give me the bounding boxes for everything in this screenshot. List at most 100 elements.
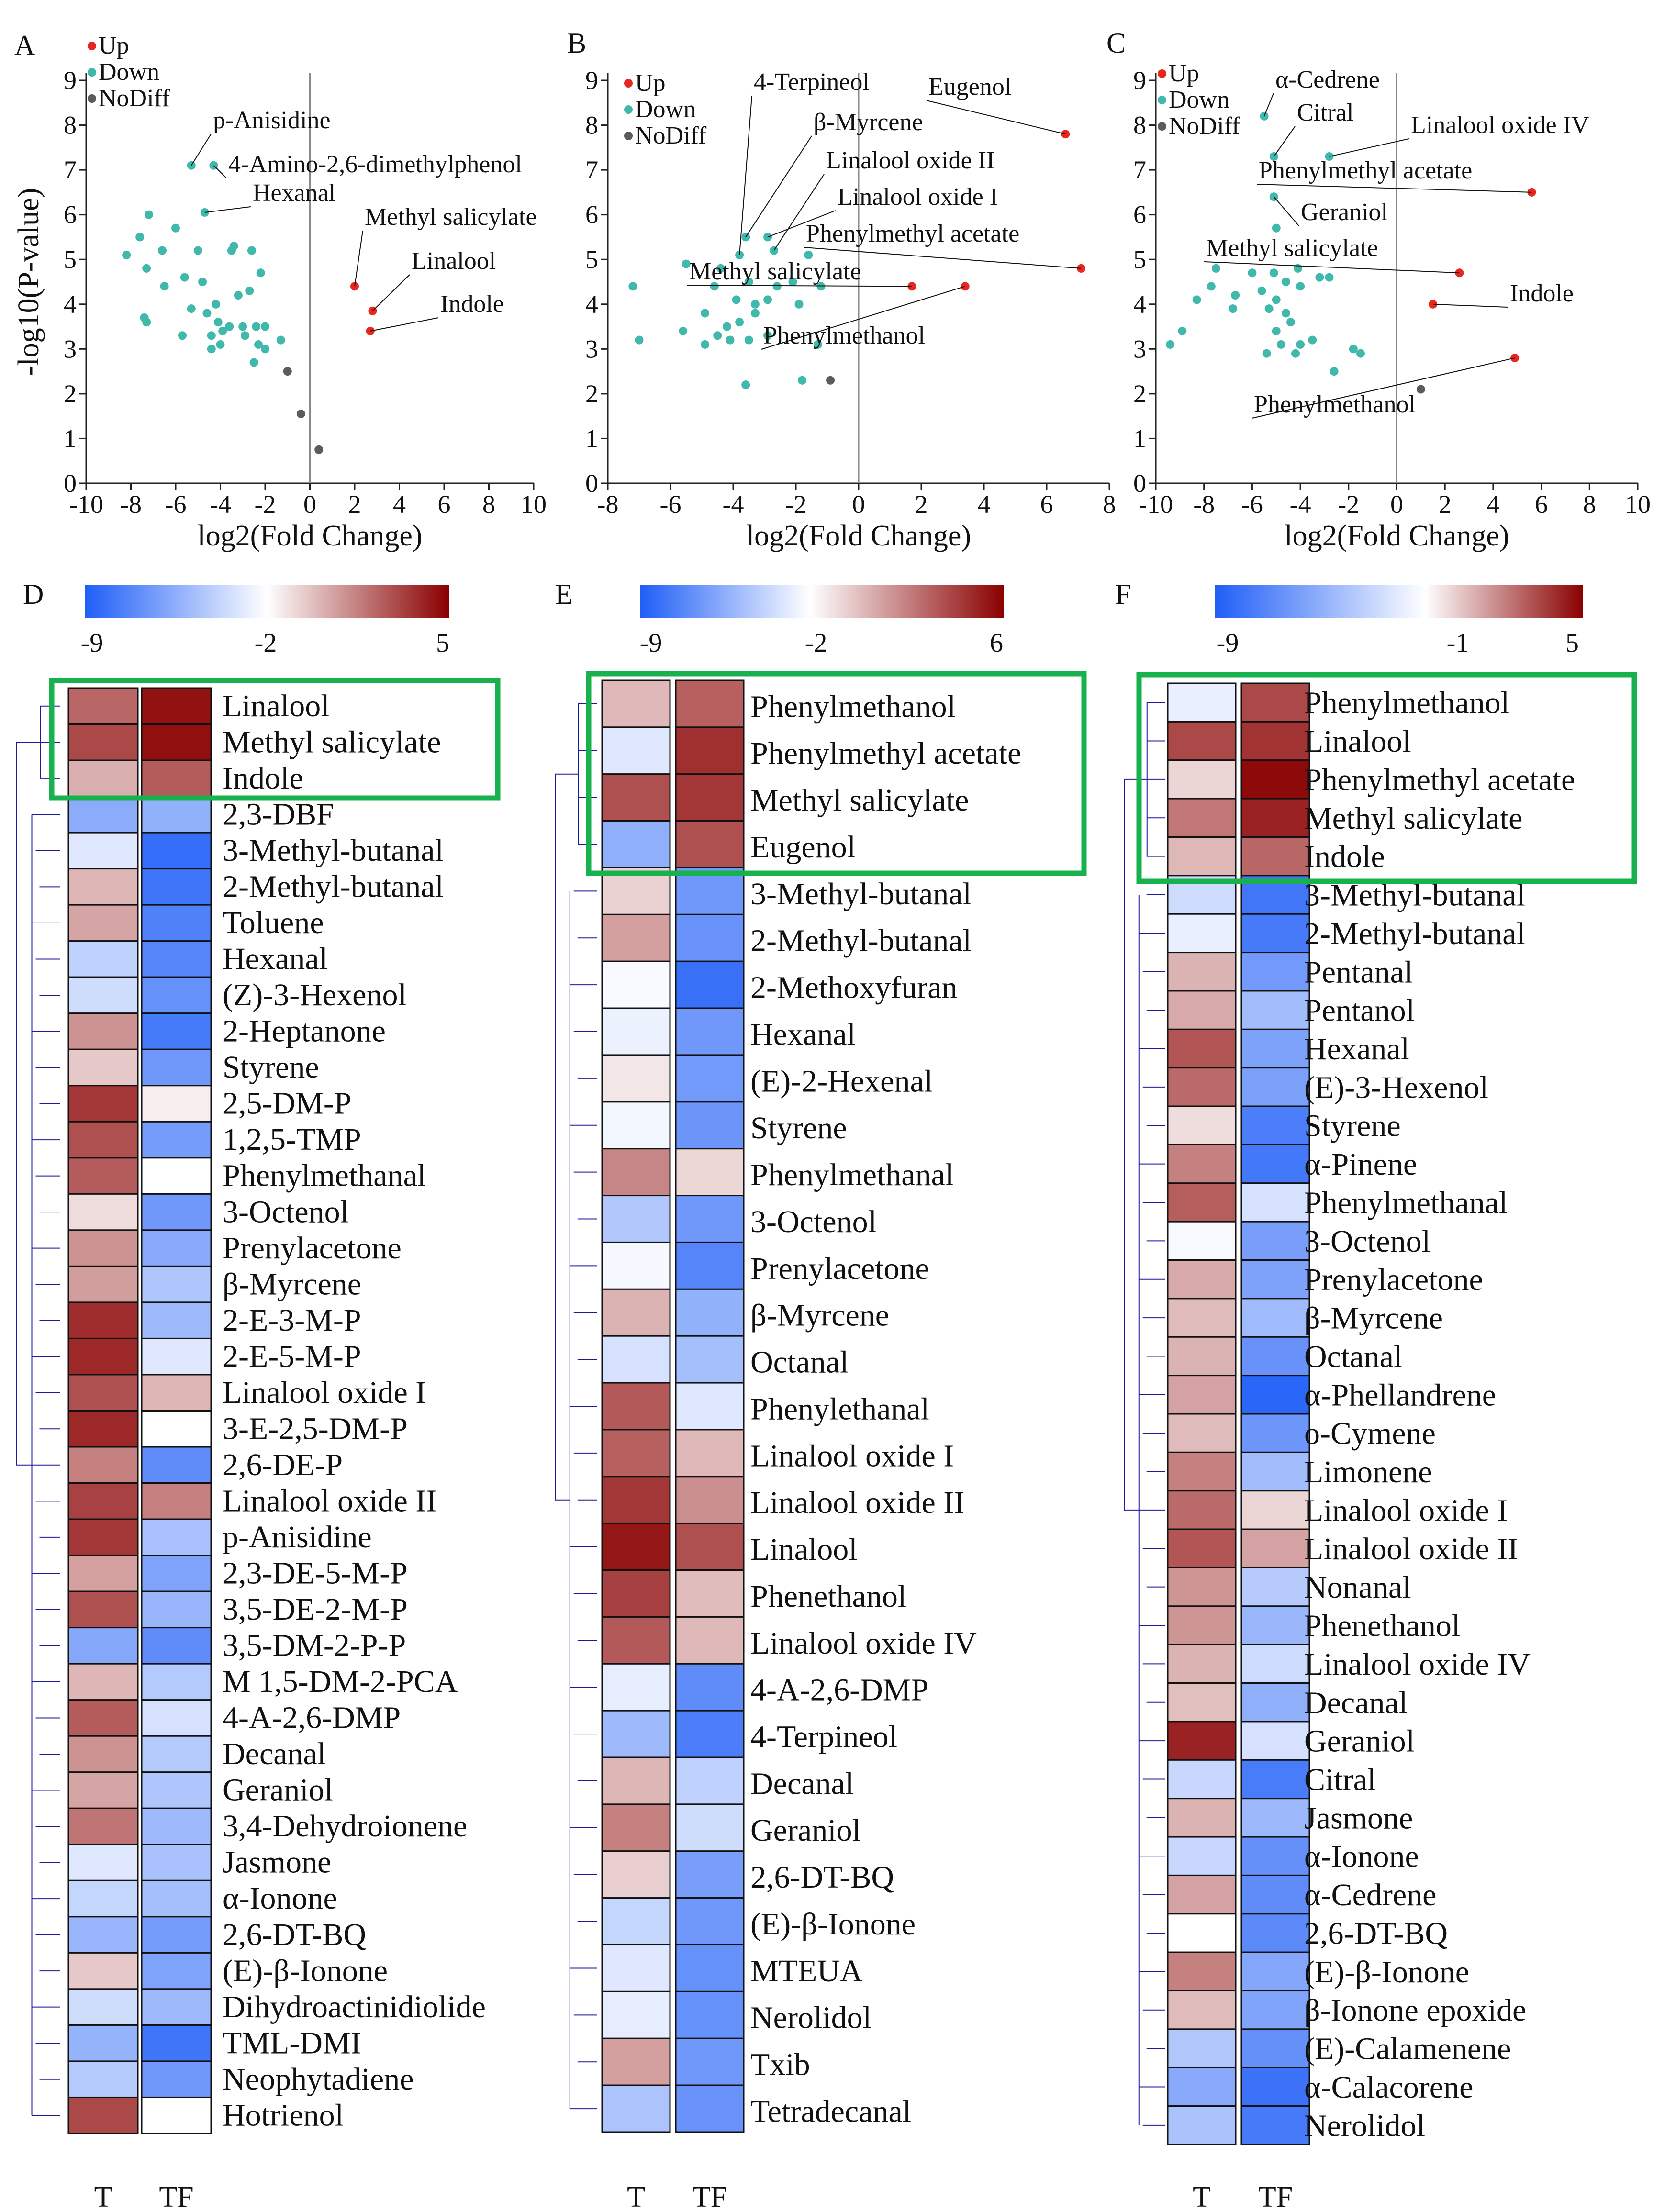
row-label: (E)-3-Hexenol: [1304, 1070, 1488, 1105]
panel-letter: E: [555, 578, 573, 610]
row-label: 3-E-2,5-DM-P: [223, 1411, 408, 1446]
row-label: MTEUA: [750, 1954, 863, 1989]
legend-label: Up: [99, 32, 129, 59]
colorbar-tick-label: -1: [1447, 628, 1469, 658]
legend-marker: [88, 42, 96, 50]
heat-cell-T: [67, 1952, 139, 1990]
heat-cell-TF: [675, 1101, 745, 1150]
heat-cell-TF: [1240, 1836, 1310, 1876]
heat-cell-T: [601, 1569, 671, 1618]
heat-cell-TF: [675, 2084, 745, 2133]
row-label: β-Ionone epoxide: [1304, 1993, 1526, 2028]
heat-cell-T: [67, 1265, 139, 1303]
heat-cell-T: [67, 976, 139, 1014]
x-tick-label: 10: [521, 490, 547, 519]
label-leader: [1263, 93, 1274, 117]
point-down: [247, 246, 256, 255]
y-tick-label: 5: [585, 245, 598, 274]
x-tick-label: -6: [660, 490, 682, 519]
column-label: TF: [159, 2181, 193, 2212]
y-tick-label: 4: [64, 290, 77, 319]
x-tick-label: -2: [255, 490, 276, 519]
heat-cell-TF: [675, 1335, 745, 1384]
heat-cell-TF: [675, 1007, 745, 1056]
heat-cell-T: [1167, 759, 1237, 800]
point-label: p-Anisidine: [213, 107, 331, 134]
heat-cell-T: [67, 1085, 139, 1123]
row-label: Methyl salicylate: [223, 724, 441, 759]
heat-cell-T: [67, 1627, 139, 1665]
heat-cell-TF: [141, 1482, 212, 1520]
x-tick-label: 6: [1535, 490, 1548, 519]
row-label: (Z)-3-Hexenol: [223, 978, 407, 1012]
heat-cell-T: [67, 1699, 139, 1737]
row-label: Linalool oxide I: [750, 1438, 954, 1473]
y-tick-label: 6: [64, 200, 77, 229]
legend-label: Down: [99, 58, 159, 86]
heat-cell-T: [1167, 1375, 1237, 1415]
heat-cell-T: [67, 1410, 139, 1448]
point-label: 4-Amino-2,6-dimethylphenol: [228, 151, 522, 178]
label-leader: [190, 133, 212, 166]
point-label: α-Cedrene: [1275, 66, 1380, 93]
label-leader: [1256, 184, 1532, 193]
heat-cell-TF: [1240, 1028, 1310, 1069]
label-leader: [739, 95, 752, 255]
point-down: [252, 322, 261, 331]
row-label: TML-DMI: [223, 2025, 361, 2060]
heat-cell-T: [601, 1195, 671, 1243]
point-down: [225, 322, 234, 331]
row-label: Linalool: [1304, 724, 1411, 759]
point-down: [1286, 318, 1295, 327]
heat-cell-T: [601, 1054, 671, 1103]
x-tick-label: -6: [165, 490, 187, 519]
heat-cell-T: [67, 687, 139, 725]
heat-cell-T: [1167, 1105, 1237, 1145]
label-leader: [926, 100, 1066, 135]
row-label: Phenylmethanol: [750, 689, 956, 724]
heat-cell-T: [601, 1148, 671, 1197]
row-label: Prenylacetone: [223, 1231, 402, 1266]
point-down: [804, 250, 813, 259]
x-tick-label: -4: [210, 490, 231, 519]
heat-cell-T: [1167, 1144, 1237, 1184]
heat-cell-TF: [675, 1803, 745, 1852]
heat-cell-T: [1167, 1682, 1237, 1723]
point-label: Linalool oxide II: [826, 147, 994, 174]
x-tick-label: 0: [852, 490, 865, 519]
heat-cell-T: [67, 759, 139, 798]
column-label: TF: [1258, 2181, 1293, 2212]
label-leader: [761, 286, 965, 350]
colorbar-tick-label: -9: [81, 628, 103, 658]
point-label: Methyl salicylate: [365, 203, 537, 231]
point-down: [701, 340, 710, 349]
heat-cell-T: [67, 1229, 139, 1267]
heat-cell-TF: [141, 1265, 212, 1303]
row-label: Phenylmethanal: [750, 1157, 954, 1192]
heat-cell-T: [601, 1007, 671, 1056]
heat-cell-TF: [141, 2060, 212, 2098]
row-label: Decanal: [750, 1766, 854, 1801]
legend-label: NoDiff: [1169, 112, 1240, 140]
row-label: Indole: [223, 761, 303, 796]
x-tick-label: -2: [1338, 490, 1359, 519]
point-down: [628, 282, 637, 291]
point-down: [1349, 345, 1358, 354]
y-tick-label: 9: [64, 66, 77, 95]
point-down: [713, 331, 722, 340]
heat-cell-TF: [141, 1301, 212, 1339]
colorbar-tick-label: -9: [1217, 628, 1239, 658]
point-down: [240, 331, 249, 340]
colorbar-tick-label: -9: [640, 628, 662, 658]
legend-marker: [88, 68, 96, 77]
heat-cell-T: [67, 1844, 139, 1881]
point-down: [682, 259, 691, 268]
column-label: T: [94, 2181, 112, 2212]
row-label: Geraniol: [750, 1813, 861, 1848]
row-label: o-Cymene: [1304, 1416, 1436, 1451]
row-label: α-Phellandrene: [1304, 1378, 1496, 1412]
heat-cell-T: [1167, 721, 1237, 761]
row-label: Linalool oxide II: [223, 1483, 436, 1518]
heat-cell-TF: [675, 773, 745, 822]
row-label: β-Myrcene: [223, 1267, 361, 1301]
